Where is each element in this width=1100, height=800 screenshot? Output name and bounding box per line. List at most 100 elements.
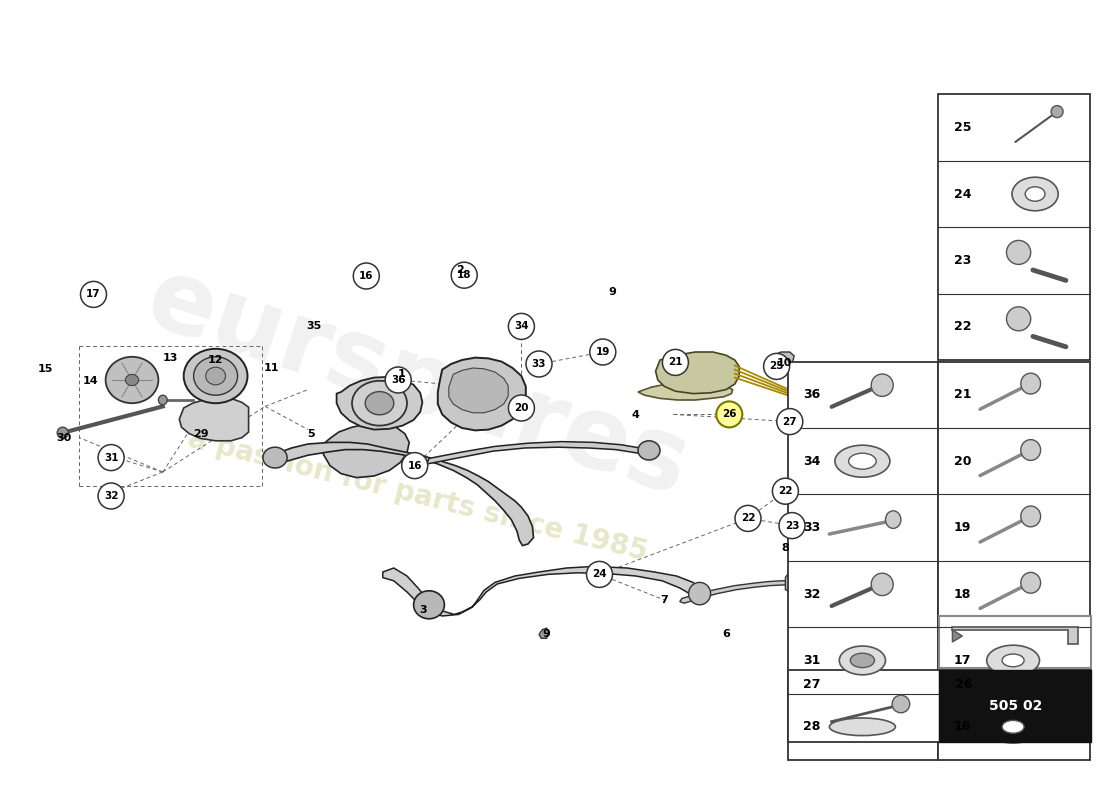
Polygon shape [427, 442, 649, 464]
Polygon shape [953, 627, 1078, 644]
Circle shape [526, 351, 552, 377]
Text: 7: 7 [660, 595, 669, 605]
Text: 1: 1 [397, 369, 406, 378]
Ellipse shape [106, 357, 158, 403]
Text: 26: 26 [722, 410, 737, 419]
Ellipse shape [850, 653, 875, 667]
Polygon shape [656, 352, 739, 394]
Text: 36: 36 [390, 375, 406, 385]
Text: 25: 25 [769, 362, 784, 371]
Text: 25: 25 [954, 121, 971, 134]
Text: 22: 22 [740, 514, 756, 523]
Circle shape [508, 314, 535, 339]
Text: 11: 11 [264, 363, 279, 373]
Circle shape [385, 367, 411, 393]
Ellipse shape [1002, 720, 1024, 733]
Ellipse shape [839, 646, 886, 674]
Ellipse shape [638, 441, 660, 460]
Ellipse shape [1021, 573, 1041, 594]
Circle shape [353, 263, 380, 289]
Text: 26: 26 [955, 678, 972, 691]
Text: 27: 27 [782, 417, 797, 426]
Bar [938, 94, 1090, 360]
Bar [938, 362, 1090, 760]
Ellipse shape [263, 447, 287, 468]
Polygon shape [337, 377, 422, 430]
Circle shape [402, 453, 428, 478]
Ellipse shape [871, 374, 893, 397]
Ellipse shape [1002, 654, 1024, 666]
Polygon shape [638, 382, 733, 400]
Text: 33: 33 [803, 521, 821, 534]
Circle shape [777, 409, 803, 434]
Text: 19: 19 [595, 347, 610, 357]
Polygon shape [953, 630, 962, 642]
Text: 18: 18 [954, 587, 971, 601]
Text: 13: 13 [163, 353, 178, 362]
Ellipse shape [849, 453, 876, 469]
Bar [788, 362, 938, 760]
Text: 28: 28 [803, 720, 821, 734]
Bar [788, 670, 1091, 742]
Text: 23: 23 [954, 254, 971, 267]
Ellipse shape [206, 367, 225, 385]
Text: 15: 15 [37, 364, 53, 374]
Circle shape [1052, 106, 1063, 118]
Circle shape [508, 395, 535, 421]
Text: 6: 6 [722, 630, 730, 639]
Ellipse shape [886, 511, 901, 529]
Ellipse shape [984, 710, 1042, 742]
Text: 16: 16 [359, 271, 374, 281]
Text: 36: 36 [803, 388, 821, 402]
Polygon shape [680, 581, 792, 603]
Circle shape [716, 402, 742, 427]
Text: 4: 4 [631, 410, 640, 420]
Text: 20: 20 [514, 403, 529, 413]
Text: 24: 24 [954, 187, 971, 201]
Polygon shape [323, 424, 409, 478]
Circle shape [763, 354, 790, 379]
Bar [939, 670, 1091, 742]
Ellipse shape [892, 695, 910, 713]
Ellipse shape [1006, 240, 1031, 264]
Ellipse shape [1021, 440, 1041, 460]
Circle shape [586, 562, 613, 587]
Text: 34: 34 [803, 454, 821, 468]
Ellipse shape [835, 445, 890, 477]
Circle shape [80, 282, 107, 307]
Text: 3: 3 [420, 605, 427, 614]
Circle shape [662, 350, 689, 375]
Text: eurspares: eurspares [135, 251, 701, 517]
Text: 16: 16 [407, 461, 422, 470]
Text: 2: 2 [455, 266, 464, 275]
Ellipse shape [1021, 373, 1041, 394]
Text: 22: 22 [778, 486, 793, 496]
Text: 9: 9 [608, 287, 617, 297]
Text: 17: 17 [954, 654, 971, 667]
Ellipse shape [57, 427, 68, 438]
Ellipse shape [829, 718, 895, 736]
Ellipse shape [352, 381, 407, 426]
Text: 505 02: 505 02 [989, 699, 1042, 714]
Ellipse shape [365, 391, 394, 414]
Bar [939, 616, 1091, 668]
Circle shape [590, 339, 616, 365]
Text: 31: 31 [803, 654, 821, 667]
Polygon shape [539, 628, 549, 638]
Text: 24: 24 [592, 570, 607, 579]
Text: 27: 27 [803, 678, 821, 691]
Text: 31: 31 [103, 453, 119, 462]
Text: 19: 19 [954, 521, 971, 534]
Circle shape [98, 445, 124, 470]
Text: 17: 17 [86, 290, 101, 299]
Text: 30: 30 [56, 434, 72, 443]
Text: 16: 16 [954, 720, 971, 734]
Text: 34: 34 [514, 322, 529, 331]
Circle shape [98, 483, 124, 509]
Ellipse shape [689, 582, 711, 605]
Ellipse shape [1025, 186, 1045, 202]
Text: 12: 12 [208, 355, 223, 365]
Circle shape [735, 506, 761, 531]
Text: 32: 32 [103, 491, 119, 501]
Polygon shape [383, 566, 704, 616]
